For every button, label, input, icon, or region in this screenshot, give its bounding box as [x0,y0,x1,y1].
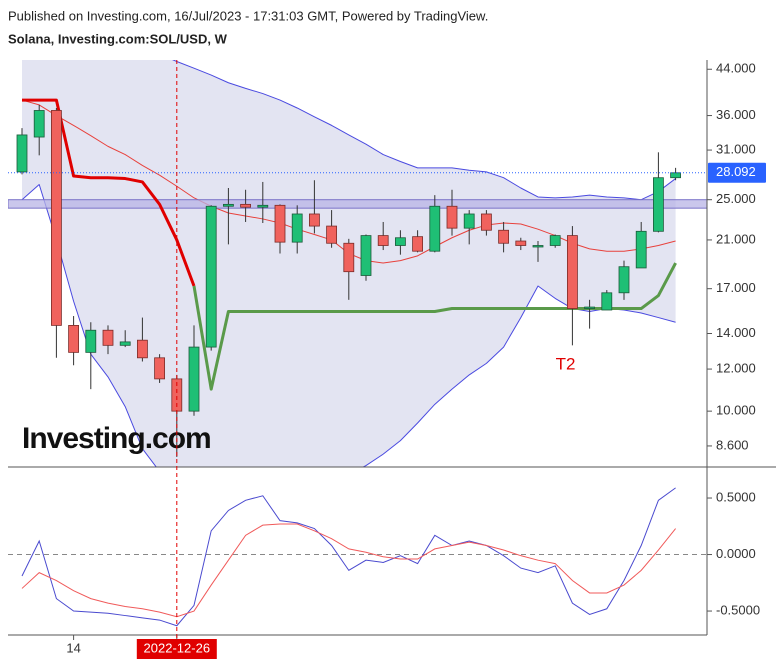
candle-body [463,213,475,229]
candle-body [360,235,372,276]
x-tick-label: 2022-12-26 [144,640,211,655]
candle-body [480,213,492,231]
y-tick-label: 0.5000 [716,489,756,504]
y-tick-label: 0.0000 [716,546,756,561]
y-tick-label: -0.5000 [716,602,760,617]
watermark: Investing.com [22,422,211,455]
y-tick-label: 31.000 [716,142,756,157]
y-tick-label: 10.000 [716,403,756,418]
candle-body [601,292,613,311]
header: Published on Investing.com, 16/Jul/2023 … [8,8,488,23]
candle-body [257,204,269,208]
y-tick-label: 17.000 [716,280,756,295]
candle-body [291,213,303,243]
oscillator-plot [8,487,707,627]
candle-body [51,110,62,326]
candle-body [670,172,681,179]
band-lower [21,184,676,467]
oscillator-line [21,487,676,627]
candle-body [343,242,355,273]
candle-body [532,245,544,248]
candle-body [515,240,527,246]
candle-body [119,341,131,346]
annotation: T2 [556,355,576,374]
candle-body [102,329,114,346]
chart-title: Solana, Investing.com:SOL/USD, W [8,31,228,46]
candle-body [205,205,217,348]
band-upper [172,60,676,201]
supertrend-down [22,98,196,287]
zone [8,199,707,209]
candle-body [446,205,458,229]
candle-body [308,213,320,227]
candle-body [274,204,286,243]
candle-body [618,266,630,294]
candle-body [653,177,664,232]
candle-body [549,235,561,246]
candle-body [635,230,647,269]
y-tick-label: 8.600 [716,437,749,452]
y-tick-label: 14.000 [716,325,756,340]
candle-body [222,203,234,207]
x-tick-label: 14 [66,640,80,655]
axes: 44.000 36.000 31.000 25.000 21.000 17.000 14.0… [8,60,776,659]
candle-body [584,306,595,309]
candle-body [498,229,510,244]
y-tick-label: 36.000 [716,107,756,122]
candle-body [16,134,28,173]
oscillator-line [21,523,676,618]
last-price-box [708,162,766,183]
candle-body [136,339,148,359]
candle-body [412,236,424,252]
y-tick-label: 25.000 [716,191,756,206]
candle-body [33,110,45,138]
candle-body [567,235,578,309]
last-price-label: 28.092 [716,164,756,179]
y-tick-label: 44.000 [716,61,756,76]
candle-body [154,357,166,380]
y-tick-label: 21.000 [716,231,756,246]
price-plot: T2 Investing.com [8,60,707,467]
candle-body [68,325,79,353]
candle-body [240,203,252,208]
candle-body [394,237,406,246]
candle-body [429,205,441,252]
crosshair-box [136,639,217,659]
candle-body [326,225,338,244]
supertrend-up [192,262,677,391]
candle-body [377,235,389,246]
y-tick-label: 12.000 [716,361,756,376]
candle-body [188,346,200,412]
candle-body [85,329,97,353]
